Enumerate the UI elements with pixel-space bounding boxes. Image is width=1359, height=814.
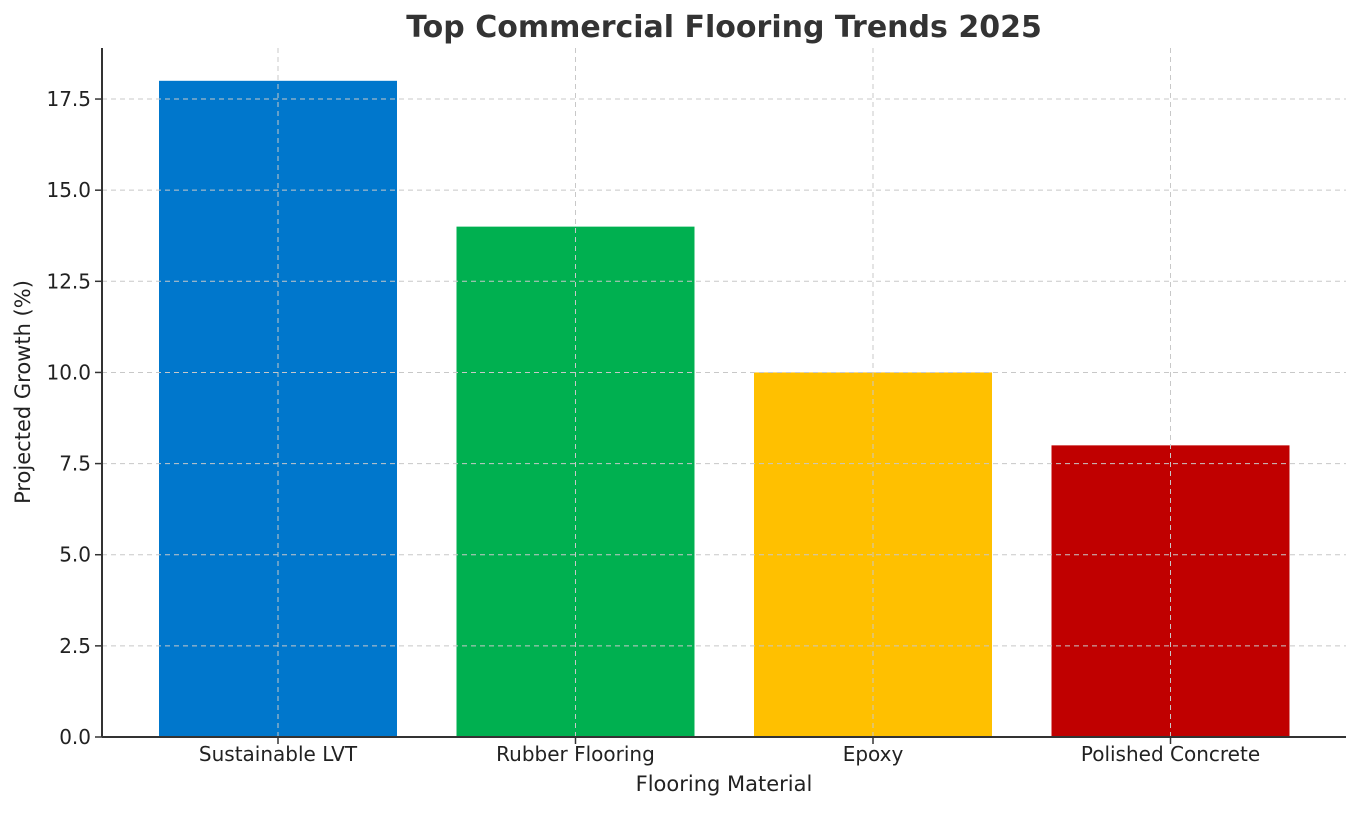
y-tick-label: 0.0 bbox=[59, 725, 91, 749]
y-tick-label: 15.0 bbox=[46, 178, 91, 202]
x-tick-label: Epoxy bbox=[843, 742, 904, 766]
axes bbox=[101, 48, 1346, 738]
y-tick-label: 2.5 bbox=[59, 634, 91, 658]
y-tick-label: 7.5 bbox=[59, 452, 91, 476]
y-tick-label: 5.0 bbox=[59, 543, 91, 567]
y-tick-label: 12.5 bbox=[46, 269, 91, 293]
x-tick-label: Sustainable LVT bbox=[199, 742, 358, 766]
y-tick-label: 10.0 bbox=[46, 360, 91, 384]
x-tick-label: Rubber Flooring bbox=[496, 742, 655, 766]
chart-title: Top Commercial Flooring Trends 2025 bbox=[406, 10, 1042, 45]
y-axis-ticks: 0.0 2.5 5.0 7.5 10.0 12.5 15.0 17.5 bbox=[46, 87, 102, 749]
y-axis-label: Projected Growth (%) bbox=[11, 280, 35, 504]
x-axis-ticks: Sustainable LVT Rubber Flooring Epoxy Polis… bbox=[199, 737, 1260, 766]
bars bbox=[159, 80, 1290, 738]
y-tick-label: 17.5 bbox=[46, 87, 91, 111]
x-axis-label: Flooring Material bbox=[636, 772, 813, 796]
grid bbox=[102, 48, 1346, 737]
x-tick-label: Polished Concrete bbox=[1081, 742, 1260, 766]
